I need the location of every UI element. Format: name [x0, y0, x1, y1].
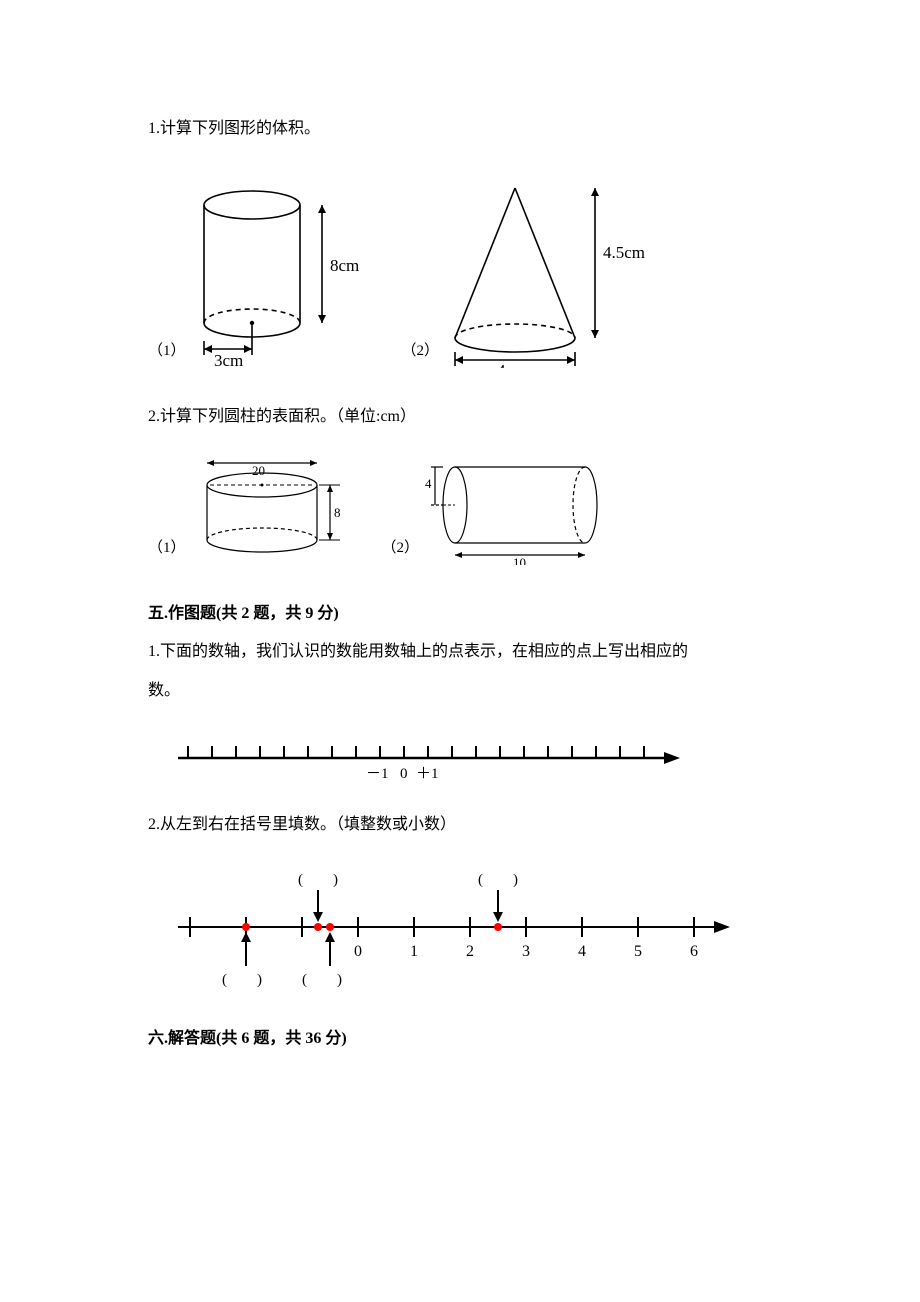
nl2-6: 6	[690, 943, 698, 960]
cone-base-label: 4cm	[497, 361, 526, 368]
number-line-1: －1 0 ＋1	[168, 728, 780, 788]
q1-sub2-label: （2）	[402, 339, 440, 360]
cone-diagram: 4cm 4.5cm	[445, 178, 645, 368]
section5-title: 五.作图题(共 2 题，共 9 分)	[148, 595, 780, 633]
s5-q1-line2: 数。	[148, 672, 780, 710]
q2-prompt: 2.计算下列圆柱的表面积。（单位:cm）	[148, 398, 780, 436]
nl2-5: 5	[634, 943, 642, 960]
q2-fig2: （2） 4 10	[382, 455, 616, 565]
cone-height-label: 4.5cm	[603, 243, 645, 262]
q1-prompt: 1.计算下列图形的体积。	[148, 110, 780, 148]
s5-q1-line1: 1.下面的数轴，我们认识的数能用数轴上的点表示，在相应的点上写出相应的	[148, 633, 780, 671]
q2-sub2-label: （2）	[382, 536, 420, 557]
q1-fig1: （1） 3cm	[148, 183, 362, 368]
vert-cyl-diagram: 20 8	[192, 455, 342, 565]
q2-figures: （1） 20	[148, 455, 780, 565]
nl2-brk-t1: ( )	[298, 872, 338, 888]
cylinder-diagram: 3cm 8cm	[192, 183, 362, 368]
s5-q2: 2.从左到右在括号里填数。（填整数或小数）	[148, 806, 780, 844]
q2-fig1: （1） 20	[148, 455, 342, 565]
nl1-zero: 0	[400, 766, 408, 782]
q1-fig2: （2） 4cm 4.5cm	[402, 178, 646, 368]
nl2-3: 3	[522, 943, 530, 960]
horiz-cyl-diagram: 4 10	[425, 455, 615, 565]
hcyl-radius-label: 4	[425, 476, 432, 491]
nl1-neg1: －1	[366, 766, 389, 782]
nl2-brk-t2: ( )	[478, 872, 518, 888]
hcyl-length-label: 10	[513, 555, 526, 565]
vcyl-height-label: 8	[334, 505, 341, 520]
nl2-4: 4	[578, 943, 586, 960]
nl2-brk-b2: ( )	[302, 972, 342, 988]
q1-sub1-label: （1）	[148, 339, 186, 360]
nl2-0: 0	[354, 943, 362, 960]
cyl-radius-label: 3cm	[214, 351, 243, 368]
number-line-2: 0 1 2 3 4 5 6 ( ) ( ) ( ) ( )	[168, 862, 780, 992]
section6-title: 六.解答题(共 6 题，共 36 分)	[148, 1020, 780, 1058]
nl2-1: 1	[410, 943, 418, 960]
q2-sub1-label: （1）	[148, 536, 186, 557]
nl2-2: 2	[466, 943, 474, 960]
nl1-pos1: ＋1	[416, 766, 439, 782]
cyl-height-label: 8cm	[330, 256, 359, 275]
vcyl-diam-label: 20	[252, 463, 265, 478]
nl2-brk-b1: ( )	[222, 972, 262, 988]
q1-figures: （1） 3cm	[148, 178, 780, 368]
